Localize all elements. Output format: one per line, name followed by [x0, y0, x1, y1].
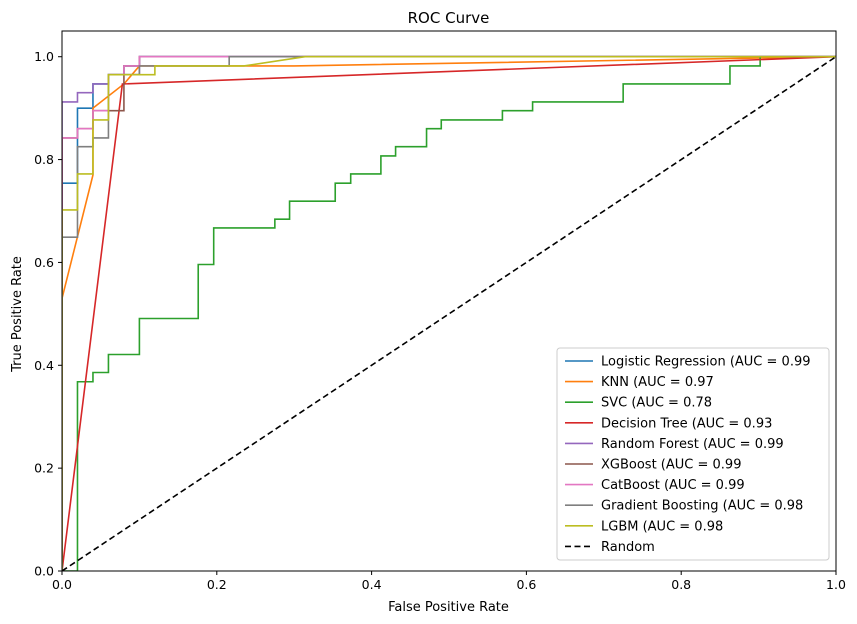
- y-tick-label: 0.6: [34, 255, 54, 270]
- plot-area: [61, 30, 837, 572]
- series-line-8: [62, 55, 836, 571]
- legend-entry: Logistic Regression (AUC = 0.99: [601, 355, 811, 370]
- legend-box: [556, 347, 830, 561]
- chart-title: ROC Curve: [408, 9, 490, 27]
- legend-entry: Random: [601, 540, 655, 555]
- x-tick-label: 0.4: [362, 577, 382, 592]
- x-tick-label: 0.8: [671, 577, 691, 592]
- x-tick-label: 1.0: [826, 577, 846, 592]
- legend-entry: SVC (AUC = 0.78: [601, 396, 712, 411]
- legend-entry: Gradient Boosting (AUC = 0.98: [601, 499, 803, 514]
- legend-entry: XGBoost (AUC = 0.99: [601, 458, 741, 473]
- legend-entry: CatBoost (AUC = 0.99: [601, 478, 745, 493]
- series-line-9: [62, 56, 836, 571]
- y-tick-label: 0.0: [34, 564, 54, 579]
- series-line-2: [62, 55, 836, 571]
- x-tick-label: 0.6: [516, 577, 536, 592]
- y-tick-label: 0.8: [34, 152, 54, 167]
- x-tick-label: 0.2: [207, 577, 227, 592]
- legend-entry: LGBM (AUC = 0.98: [601, 519, 723, 534]
- series-line-3: [62, 55, 836, 571]
- x-axis-label: False Positive Rate: [388, 600, 509, 615]
- legend: Logistic Regression (AUC = 0.99 KNN (AUC …: [556, 347, 830, 561]
- legend-entry: KNN (AUC = 0.97: [601, 375, 714, 390]
- legend-entry: Random Forest (AUC = 0.99: [601, 437, 784, 452]
- axes-frame: [61, 30, 837, 572]
- y-tick-label: 0.2: [34, 461, 54, 476]
- axis-ticks: 0.0 0.2 0.4 0.6 0.8 1.0 0.0 0.2 0.4 0.6 0.8 1.0: [34, 49, 846, 592]
- y-tick-label: 0.4: [34, 358, 54, 373]
- x-tick-label: 0.0: [52, 577, 72, 592]
- y-axis-label: True Positive Rate: [10, 256, 25, 373]
- y-tick-label: 1.0: [34, 49, 54, 64]
- legend-entry: Decision Tree (AUC = 0.93: [601, 416, 772, 431]
